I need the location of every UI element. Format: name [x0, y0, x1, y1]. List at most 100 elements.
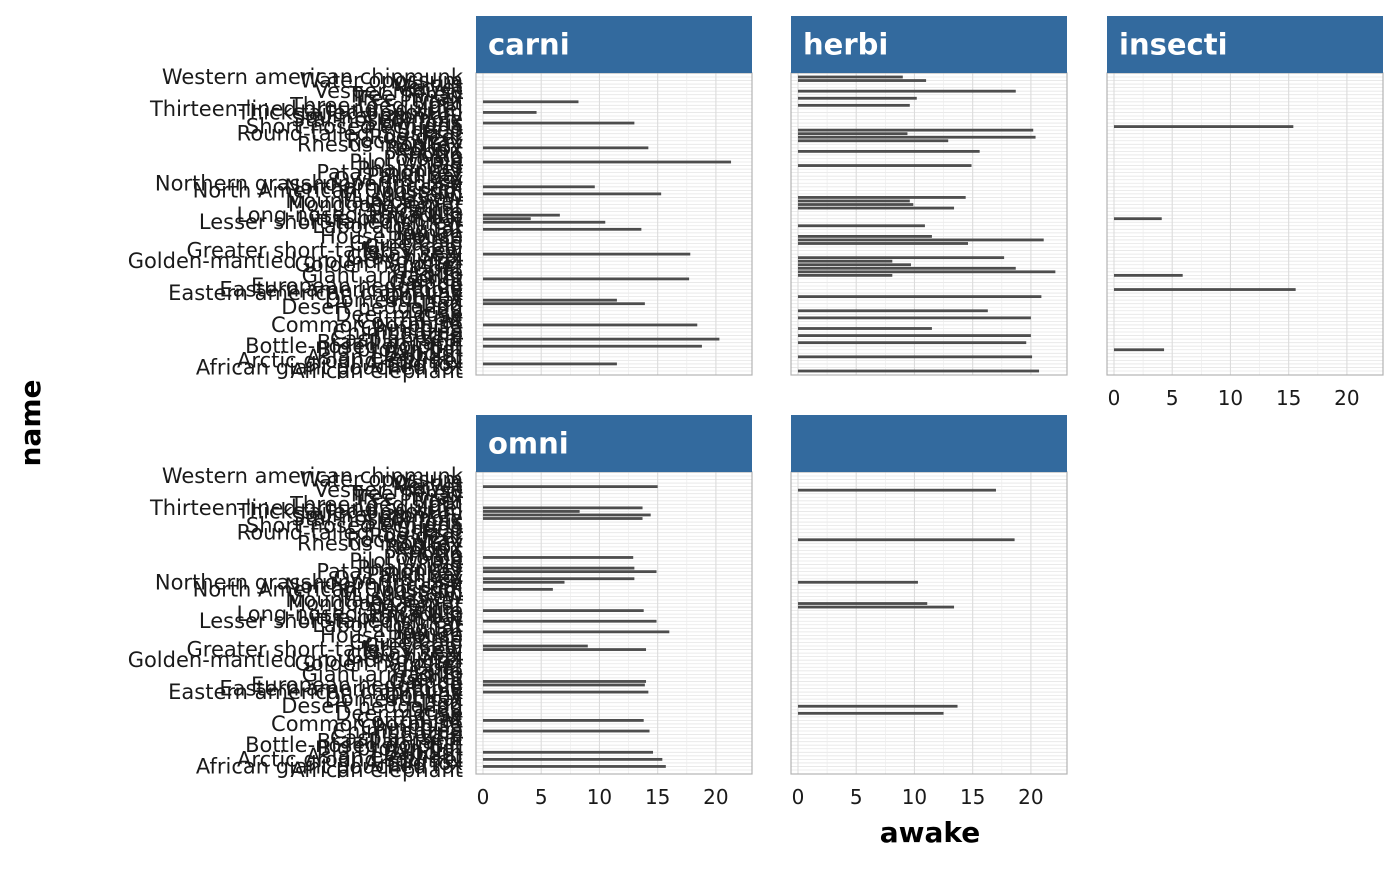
bar	[482, 146, 649, 150]
y-tick-label: Sheep	[397, 118, 463, 142]
bar	[797, 103, 910, 107]
y-tick-label: Guinea pig	[349, 231, 463, 255]
bar	[797, 273, 893, 277]
panel-background	[476, 73, 752, 375]
y-tick-label: Asian elephant	[306, 345, 463, 369]
bar	[797, 711, 944, 715]
y-tick-label: European hedgehog	[251, 673, 463, 697]
facet-panel-insecti: insecti 0 5 10 15 20	[1106, 16, 1384, 410]
bar	[482, 719, 644, 722]
y-tick-label: Bottle-nosed dolphin	[245, 334, 463, 358]
y-tick-label: Chinchilla	[361, 715, 463, 739]
facet-strip	[476, 415, 752, 472]
y-tick-label: North American Opossum	[193, 577, 463, 601]
bar	[482, 690, 649, 694]
y-tick-label: Horse	[402, 627, 463, 651]
bar	[482, 362, 617, 366]
bar	[482, 506, 643, 510]
y-tick-label: Tiger	[409, 90, 463, 114]
bar	[482, 609, 644, 613]
y-tick-label: Cow	[418, 306, 463, 330]
y-tick-label: Desert hedgehog	[281, 295, 463, 319]
y-tick-label: Mole rat	[377, 595, 463, 619]
x-tick-label: 15	[1276, 386, 1301, 410]
bar	[482, 510, 580, 513]
bar	[482, 121, 635, 125]
y-tick-label: Cattle	[400, 324, 463, 348]
facet-strip	[791, 415, 1067, 472]
y-tick-label: Rabbit	[395, 538, 463, 562]
y-tick-label: Patas monkey	[316, 161, 463, 185]
y-tick-label: Tree hyrax	[352, 86, 463, 110]
y-tick-label: Potoroo	[383, 545, 463, 569]
y-tick-label: Pig	[432, 553, 463, 577]
bar	[482, 619, 657, 623]
y-tick-label: Musk shrew	[339, 185, 463, 209]
y-tick-label: Cattle	[400, 723, 463, 747]
y-tick-label: Caspian seal	[330, 726, 463, 750]
y-tick-label: Baboon	[383, 740, 463, 764]
y-tick-label: Tiger	[409, 489, 463, 513]
y-tick-label: Eastern american mole	[219, 278, 463, 302]
y-tick-label: Pallid bat	[366, 563, 463, 587]
y-tick-label: Arctic ground squirrel	[237, 348, 463, 372]
y-tick-label: Vesper mouse	[314, 478, 463, 502]
facet-panel-na: 0 5 10 15 20	[790, 415, 1068, 809]
y-tick-label: Little brown bat	[298, 207, 463, 231]
y-tick-label: Red fox	[384, 136, 463, 160]
bar	[482, 513, 651, 517]
y-tick-label: Eastern american chipmunk	[168, 281, 464, 305]
bar	[797, 263, 911, 267]
bar	[797, 79, 927, 82]
x-tick-label: 5	[1166, 386, 1179, 410]
y-tick-label: Mole rat	[377, 196, 463, 220]
bar	[482, 757, 663, 761]
facet-strip	[1107, 16, 1383, 73]
y-tick-label: Owl monkey	[333, 567, 463, 591]
bar	[482, 302, 645, 306]
y-tick-label: Laboratory rat	[312, 214, 463, 238]
y-tick-label: Baboon	[383, 341, 463, 365]
bar	[482, 683, 645, 687]
y-axis-title: name	[14, 380, 47, 467]
bar	[482, 580, 565, 584]
bar	[797, 89, 1016, 93]
y-tick-label: Little brown bat	[298, 606, 463, 630]
y-tick-label: Dog	[421, 292, 463, 316]
bar	[482, 485, 658, 489]
y-tick-label: Northern fur seal	[285, 175, 463, 199]
panel-background	[791, 472, 1067, 774]
y-tick-label: Star-nosed mole	[292, 108, 463, 132]
y-tick-label: Rock hyrax	[346, 129, 463, 153]
y-tick-label: Three-toed sloth	[289, 93, 463, 117]
facet-strip	[476, 16, 752, 73]
bar	[797, 369, 1040, 373]
bar	[797, 538, 1015, 542]
y-tick-label: Donkey	[384, 285, 463, 309]
y-tick-label: Rhesus monkey	[297, 531, 463, 555]
y-tick-label: Western american chipmunk	[162, 65, 464, 89]
y-tick-label: Thick-tailed opposum	[236, 499, 463, 523]
x-tick-label: 0	[1108, 386, 1121, 410]
y-tick-label: Genet	[399, 666, 463, 690]
y-tick-label: Genet	[399, 267, 463, 291]
y-tick-label: African elephant	[290, 359, 463, 383]
x-tick-label: 0	[477, 785, 490, 809]
bar	[797, 488, 996, 492]
y-tick-label: Vervet	[395, 475, 463, 499]
y-tick-label: Degu	[407, 698, 463, 722]
y-tick-label: African elephant	[290, 758, 463, 782]
y-tick-label: Vesper mouse	[314, 79, 463, 103]
y-tick-label: Slow loris	[363, 111, 463, 135]
y-tick-label: Walrus	[392, 72, 463, 96]
y-tick-label: Giraffe	[392, 260, 463, 284]
y-tick-label: Galago	[389, 669, 463, 693]
x-tick-label: 20	[1018, 785, 1043, 809]
y-tick-label: Arctic fox	[365, 352, 463, 376]
bar	[797, 580, 918, 584]
y-tick-label: Patas monkey	[316, 560, 463, 584]
x-tick-label: 15	[645, 785, 670, 809]
y-tick-label: Roe deer	[369, 524, 463, 548]
y-tick-label: Desert hedgehog	[281, 694, 463, 718]
